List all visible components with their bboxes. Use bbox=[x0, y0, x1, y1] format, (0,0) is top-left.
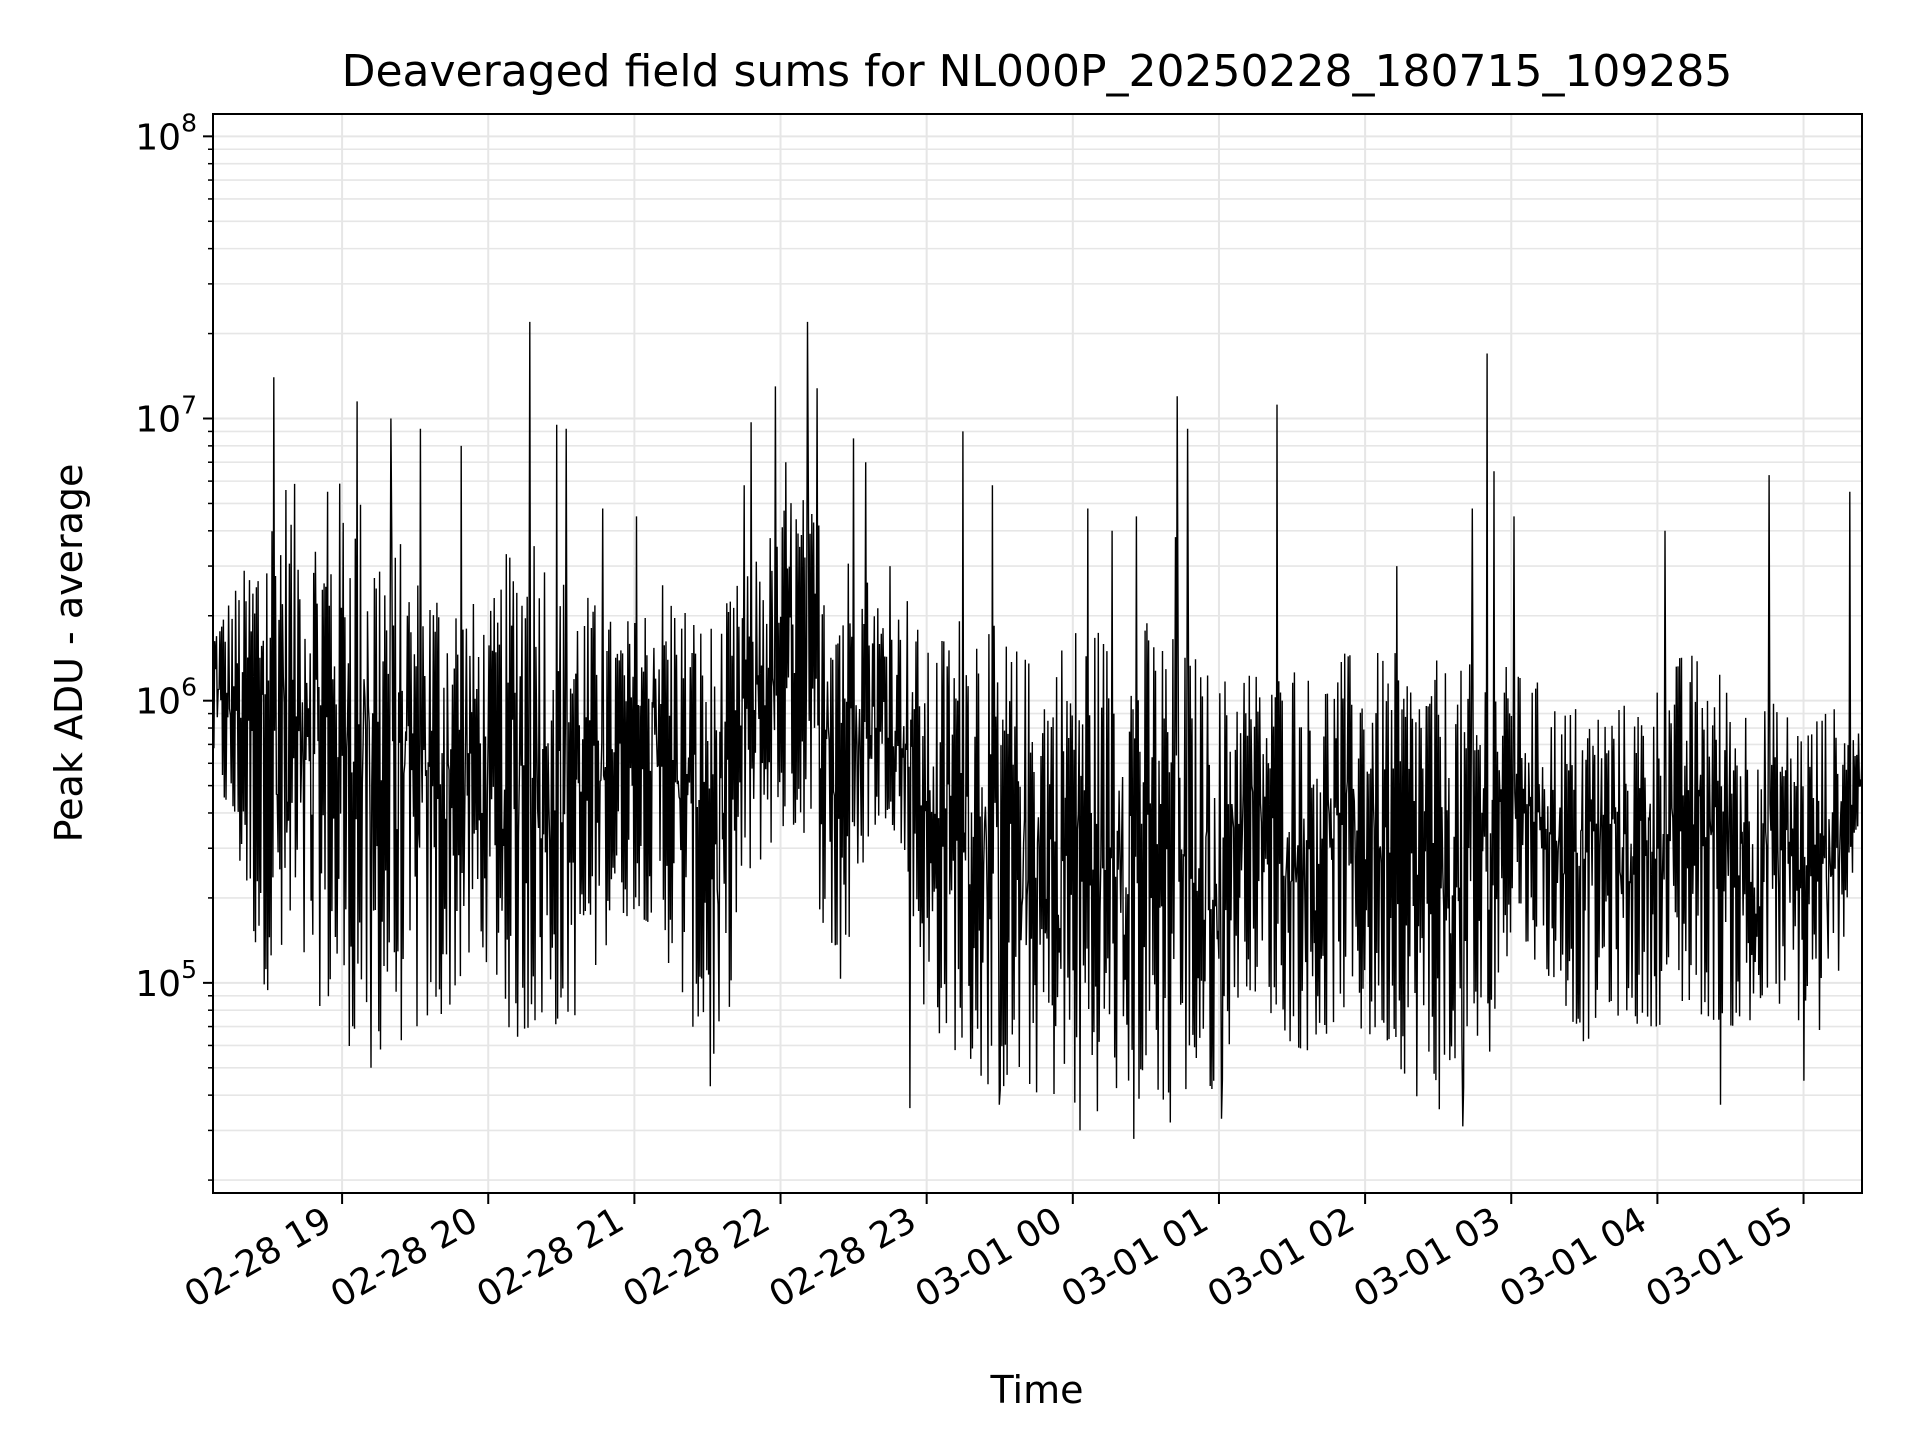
y-tick-label: 105 bbox=[135, 955, 197, 1005]
x-axis-label: Time bbox=[990, 1368, 1084, 1412]
plot-frame bbox=[212, 113, 1863, 1194]
y-tick-label: 106 bbox=[135, 673, 197, 723]
series-group bbox=[212, 321, 1863, 1139]
y-tick-label: 107 bbox=[135, 391, 197, 441]
y-tick-label: 108 bbox=[135, 108, 197, 158]
chart-title: Deaveraged field sums for NL000P_2025022… bbox=[342, 46, 1733, 97]
y-axis: 105 106 107 108 bbox=[135, 108, 213, 1181]
y-axis-label: Peak ADU - average bbox=[47, 464, 91, 843]
series-line bbox=[212, 321, 1863, 1139]
